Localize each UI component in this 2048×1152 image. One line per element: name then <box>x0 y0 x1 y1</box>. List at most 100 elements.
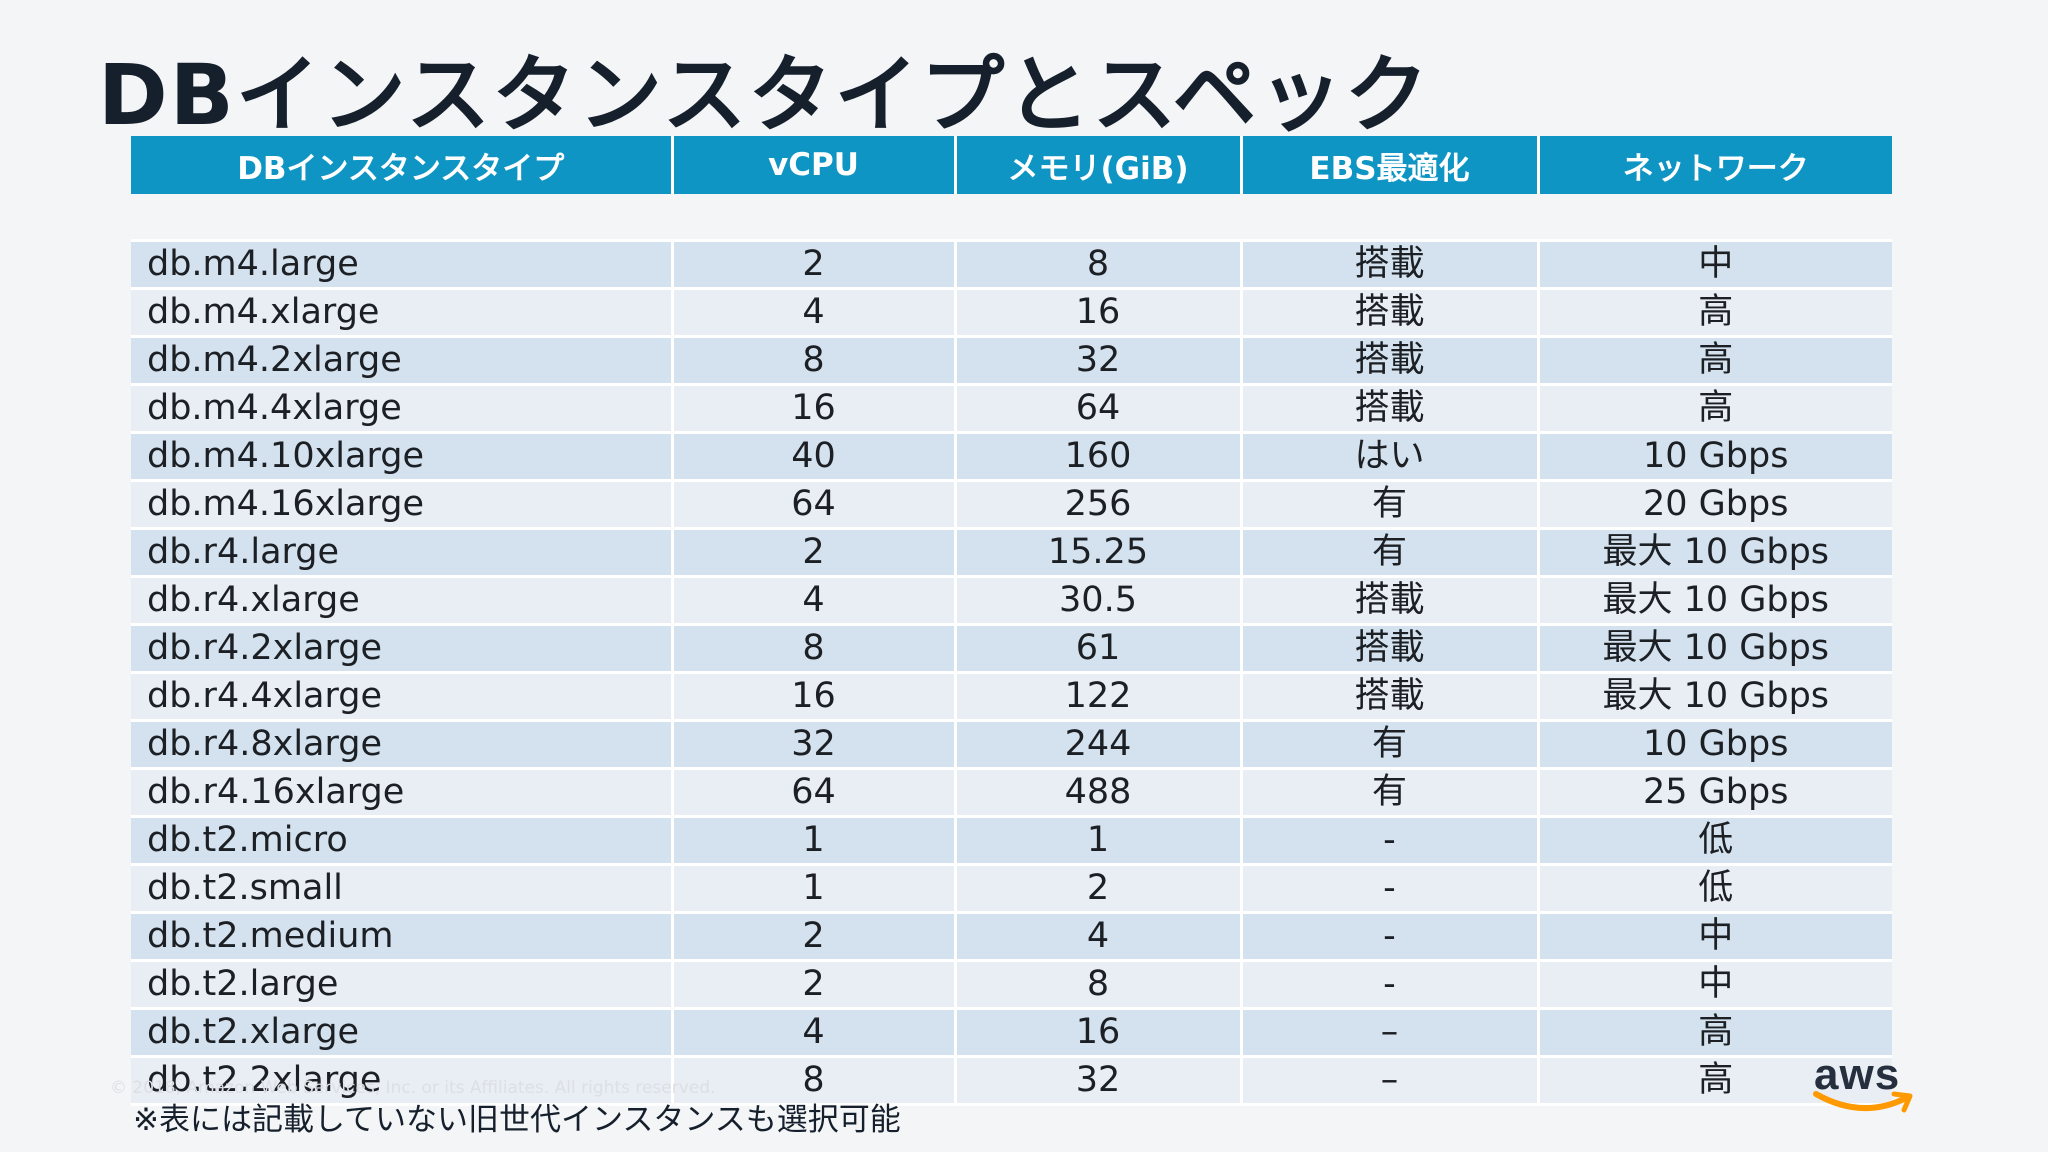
table-row: db.m4.large 2 8 搭載中 <box>131 240 1892 290</box>
instance-type-cell: db.m4.xlarge <box>131 288 674 338</box>
ebs-cell: 搭載 <box>1241 672 1540 722</box>
vcpu-cell: 2 <box>672 960 957 1010</box>
memory-cell: 32 <box>955 336 1243 386</box>
memory-cell: 16 <box>955 1008 1243 1058</box>
vcpu-cell: 64 <box>672 768 957 818</box>
table-row: db.m4.4xlarge 16 64 搭載高 <box>131 384 1892 434</box>
header-instance-type: DBインスタンスタイプ <box>131 136 674 194</box>
network-cell: 中 <box>1538 240 1892 290</box>
vcpu-cell: 8 <box>672 336 957 386</box>
instance-type-cell: db.t2.small <box>131 864 674 914</box>
network-cell: 10 Gbps <box>1538 432 1892 482</box>
vcpu-cell: 4 <box>672 1008 957 1058</box>
vcpu-cell: 16 <box>672 672 957 722</box>
vcpu-cell: 4 <box>672 288 957 338</box>
network-cell: 高 <box>1538 384 1892 434</box>
instance-type-cell: db.r4.large <box>131 528 674 578</box>
table-row: db.r4.16xlarge 64 488 有 25 Gbps <box>131 768 1892 818</box>
table-row: db.m4.10xlarge 40 160 はい 10 Gbps <box>131 432 1892 482</box>
vcpu-cell: 8 <box>672 1056 957 1106</box>
memory-cell: 4 <box>955 912 1243 962</box>
network-cell: 高 <box>1538 288 1892 338</box>
memory-cell: 1 <box>955 816 1243 866</box>
table-row: db.t2.large 2 8- 中 <box>131 960 1892 1010</box>
memory-cell: 16 <box>955 288 1243 338</box>
header-ebs-optimized: EBS最適化 <box>1241 136 1540 194</box>
memory-cell: 256 <box>955 480 1243 530</box>
table-row: db.r4.2xlarge 8 61 搭載 最大 10 Gbps <box>131 624 1892 674</box>
header-memory: メモリ(GiB) <box>955 136 1243 194</box>
aws-logo-icon: aws <box>1810 1050 1920 1120</box>
table-row: db.m4.xlarge 4 16 搭載高 <box>131 288 1892 338</box>
network-cell: 高 <box>1538 1008 1892 1058</box>
vcpu-cell: 4 <box>672 576 957 626</box>
vcpu-cell: 40 <box>672 432 957 482</box>
table-row: db.m4.2xlarge 8 32 搭載高 <box>131 336 1892 386</box>
vcpu-cell: 2 <box>672 240 957 290</box>
ebs-cell: 搭載 <box>1241 288 1540 338</box>
table-row: db.t2.2xlarge 8 32– 高 <box>131 1056 1892 1106</box>
header-network: ネットワーク <box>1538 136 1892 194</box>
page-title: DBインスタンスタイプとスペック <box>98 46 1431 144</box>
instance-spec-table: DBインスタンスタイプ vCPU メモリ(GiB) EBS最適化 ネットワーク … <box>131 136 1892 1106</box>
memory-cell: 244 <box>955 720 1243 770</box>
copyright-notice: © 2018, Amazon Web Services, Inc. or its… <box>110 1078 716 1098</box>
ebs-cell: - <box>1241 912 1540 962</box>
instance-type-cell: db.m4.large <box>131 240 674 290</box>
footnote: ※表には記載していない旧世代インスタンスも選択可能 <box>133 1102 901 1138</box>
instance-type-cell: db.r4.4xlarge <box>131 672 674 722</box>
network-cell: 最大 10 Gbps <box>1538 672 1892 722</box>
network-cell: 最大 10 Gbps <box>1538 528 1892 578</box>
table-row: db.t2.medium 2 4- 中 <box>131 912 1892 962</box>
instance-type-cell: db.t2.large <box>131 960 674 1010</box>
ebs-cell: - <box>1241 960 1540 1010</box>
network-cell: 低 <box>1538 864 1892 914</box>
network-cell: 高 <box>1538 336 1892 386</box>
ebs-cell: 搭載 <box>1241 336 1540 386</box>
instance-type-cell: db.t2.medium <box>131 912 674 962</box>
memory-cell: 15.25 <box>955 528 1243 578</box>
ebs-cell: 搭載 <box>1241 624 1540 674</box>
network-cell: 最大 10 Gbps <box>1538 576 1892 626</box>
ebs-cell: – <box>1241 1056 1540 1106</box>
network-cell: 20 Gbps <box>1538 480 1892 530</box>
network-cell: 低 <box>1538 816 1892 866</box>
memory-cell: 160 <box>955 432 1243 482</box>
ebs-cell: 有 <box>1241 768 1540 818</box>
vcpu-cell: 8 <box>672 624 957 674</box>
ebs-cell: 有 <box>1241 480 1540 530</box>
memory-cell: 30.5 <box>955 576 1243 626</box>
network-cell: 高 <box>1538 1056 1892 1106</box>
ebs-cell: 搭載 <box>1241 384 1540 434</box>
instance-type-cell: db.m4.10xlarge <box>131 432 674 482</box>
ebs-cell: 有 <box>1241 720 1540 770</box>
table-row: db.m4.16xlarge 64 256 有 20 Gbps <box>131 480 1892 530</box>
table-row: db.r4.large 2 15.25 有最大 10 Gbps <box>131 528 1892 578</box>
instance-type-cell: db.r4.16xlarge <box>131 768 674 818</box>
instance-type-cell: db.r4.xlarge <box>131 576 674 626</box>
memory-cell: 8 <box>955 240 1243 290</box>
aws-smile-icon <box>1813 1091 1913 1113</box>
instance-type-cell: db.t2.micro <box>131 816 674 866</box>
ebs-cell: - <box>1241 816 1540 866</box>
memory-cell: 64 <box>955 384 1243 434</box>
vcpu-cell: 2 <box>672 528 957 578</box>
instance-type-cell: db.t2.xlarge <box>131 1008 674 1058</box>
aws-logo-text: aws <box>1814 1050 1901 1099</box>
table-header-row: DBインスタンスタイプ vCPU メモリ(GiB) EBS最適化 ネットワーク <box>131 136 1892 194</box>
network-cell: 中 <box>1538 912 1892 962</box>
network-cell: 10 Gbps <box>1538 720 1892 770</box>
instance-type-cell: db.r4.2xlarge <box>131 624 674 674</box>
table-row: db.t2.xlarge 4 16– 高 <box>131 1008 1892 1058</box>
ebs-cell: – <box>1241 1008 1540 1058</box>
memory-cell: 122 <box>955 672 1243 722</box>
instance-type-cell: db.r4.8xlarge <box>131 720 674 770</box>
table-row: db.r4.xlarge 4 30.5 搭載 最大 10 Gbps <box>131 576 1892 626</box>
memory-cell: 32 <box>955 1056 1243 1106</box>
network-cell: 25 Gbps <box>1538 768 1892 818</box>
header-vcpu: vCPU <box>672 136 957 194</box>
vcpu-cell: 1 <box>672 864 957 914</box>
vcpu-cell: 64 <box>672 480 957 530</box>
memory-cell: 8 <box>955 960 1243 1010</box>
instance-type-cell: db.m4.2xlarge <box>131 336 674 386</box>
